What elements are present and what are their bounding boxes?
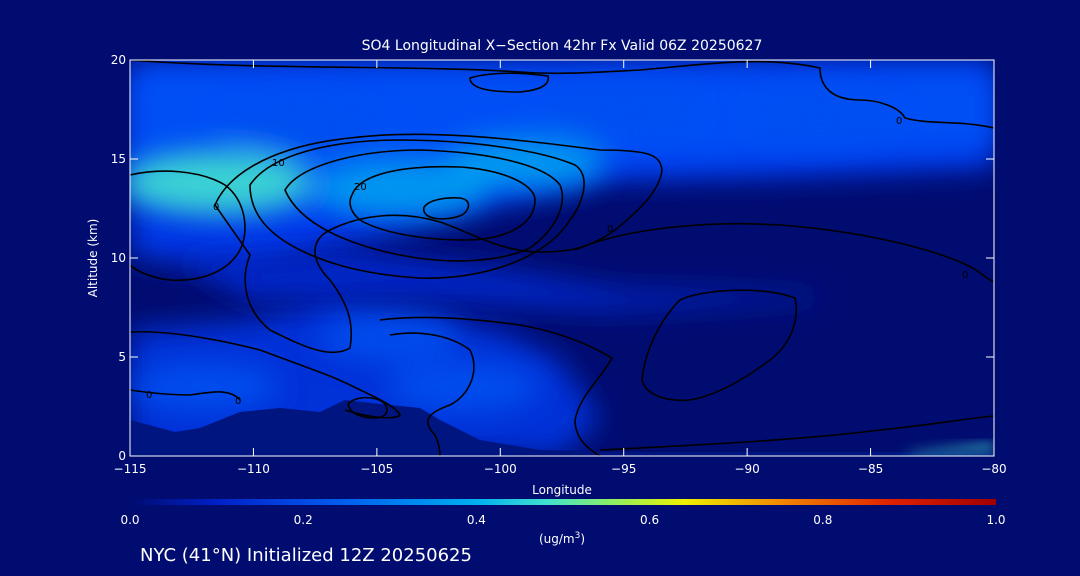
colorbar-tick-label: 0.4 <box>467 513 486 527</box>
contour-terrain-loop <box>347 396 388 419</box>
concentration-blob <box>312 159 491 219</box>
terrain <box>130 400 994 456</box>
contour-low-west <box>130 389 241 401</box>
contour-lower-west <box>130 330 401 419</box>
contour-label: 10 <box>272 158 285 169</box>
contour-20 <box>284 149 564 262</box>
contour-label: 20 <box>354 182 367 193</box>
y-axis: 0 5 10 15 20 <box>111 53 994 463</box>
contour-east-loop <box>641 289 797 402</box>
x-tick-label: −105 <box>360 462 393 476</box>
concentration-blob <box>385 361 541 413</box>
concentration-blob <box>444 136 606 190</box>
contour-west-loop <box>130 170 246 282</box>
x-tick-label: −95 <box>611 462 636 476</box>
contour-lower-inner <box>389 332 475 456</box>
contour-label: 0 <box>896 116 902 127</box>
x-tick-label: −90 <box>734 462 759 476</box>
concentration-blob <box>130 362 279 412</box>
x-tick-label: −100 <box>484 462 517 476</box>
concentration-blob <box>548 84 699 135</box>
concentration-blob <box>225 103 381 155</box>
contour-40 <box>422 197 470 220</box>
colorbar-ticks: 0.0 0.2 0.4 0.6 0.8 1.0 <box>120 513 1005 527</box>
y-tick-label: 5 <box>118 350 126 364</box>
concentration-blob <box>318 313 461 361</box>
y-tick-label: 15 <box>111 152 126 166</box>
x-tick-label: −110 <box>237 462 270 476</box>
colorbar-label: (ug/m3) <box>539 531 585 546</box>
x-axis: −115 −110 −105 −100 −95 −90 −85 −80 <box>114 60 1007 476</box>
y-tick-label: 20 <box>111 53 126 67</box>
contour-label: 0 <box>213 202 219 213</box>
y-tick-label: 0 <box>118 449 126 463</box>
contour-mid-east <box>574 222 994 283</box>
colorbar-label-end: ) <box>580 532 585 546</box>
contour-label: 0 <box>962 270 968 281</box>
y-tick-label: 10 <box>111 251 126 265</box>
colorbar-tick-label: 1.0 <box>986 513 1005 527</box>
contour-labels: 0 10 20 0 0 0 0 0 <box>146 116 968 407</box>
chart-title: SO4 Longitudinal X−Section 42hr Fx Valid… <box>362 38 763 54</box>
colorbar-tick-label: 0.6 <box>640 513 659 527</box>
colorbar <box>130 499 996 505</box>
colorbar-label-sup: 3 <box>575 531 581 541</box>
surface-plume <box>900 444 994 455</box>
contour-label: 0 <box>146 390 152 401</box>
x-tick-label: −115 <box>114 462 147 476</box>
concentration-blobs <box>130 84 895 413</box>
contour-lower-mid <box>379 316 614 456</box>
colorbar-tick-label: 0.8 <box>813 513 832 527</box>
colorbar-tick-label: 0.0 <box>120 513 139 527</box>
contour-lines <box>130 60 994 456</box>
initialization-caption: NYC (41°N) Initialized 12Z 20250625 <box>140 545 472 566</box>
contour-label: 0 <box>235 396 241 407</box>
x-axis-label: Longitude <box>532 483 592 497</box>
contour-30 <box>349 165 536 241</box>
x-tick-label: −80 <box>981 462 1006 476</box>
contour-top-small <box>469 72 549 93</box>
contour-low-east <box>599 415 994 451</box>
colorbar-tick-label: 0.2 <box>294 513 313 527</box>
contour-10 <box>249 139 585 279</box>
concentration-blob <box>748 95 895 144</box>
colorbar-label-text: (ug/m <box>539 532 575 546</box>
y-axis-label: Altitude (km) <box>86 219 100 298</box>
contour-top <box>130 60 994 129</box>
x-tick-label: −85 <box>858 462 883 476</box>
contour-label: 0 <box>607 224 613 235</box>
contour-outer <box>214 133 663 354</box>
plot-area: 0 10 20 0 0 0 0 0 <box>130 60 994 456</box>
